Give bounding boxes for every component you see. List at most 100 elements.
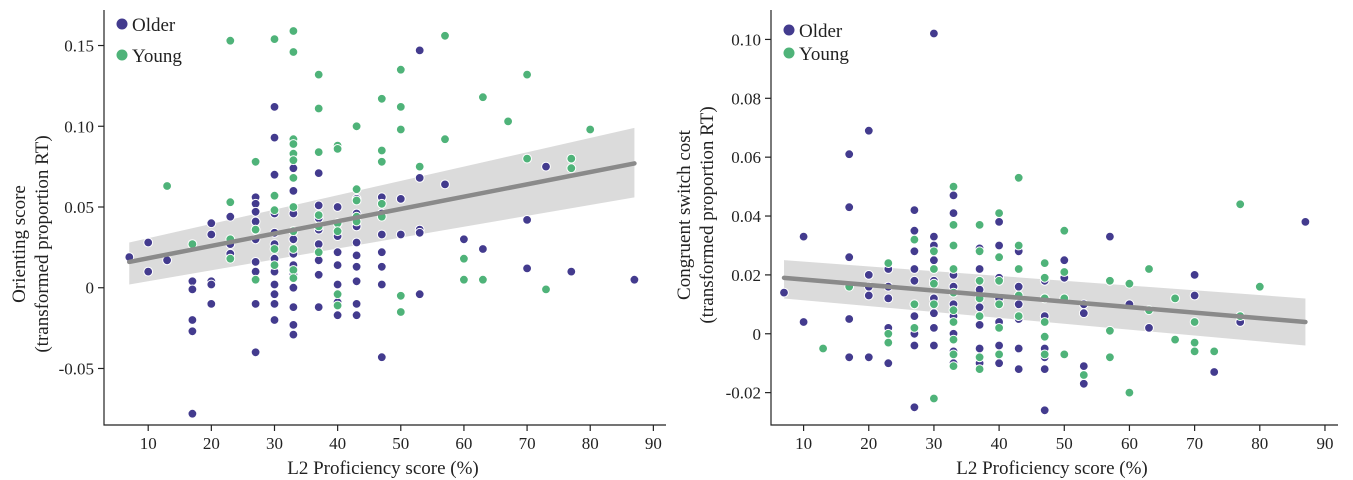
older-point — [909, 402, 920, 413]
young-point — [948, 317, 959, 327]
older-point — [909, 340, 920, 351]
y-tick-label: 0 — [753, 325, 762, 344]
young-point — [1209, 346, 1220, 357]
y-axis-title-line1: Orienting score — [9, 185, 30, 303]
older-point — [909, 225, 920, 236]
older-point — [332, 247, 343, 258]
x-tick-label: 90 — [1316, 434, 1333, 453]
older-point — [269, 299, 280, 309]
older-point — [313, 302, 324, 313]
older-point — [974, 320, 985, 330]
older-point — [798, 317, 809, 327]
young-point — [313, 69, 324, 80]
older-point — [288, 163, 299, 174]
young-point — [1059, 267, 1070, 277]
older-point — [1078, 361, 1089, 372]
older-point — [206, 229, 217, 240]
y-tick-label: 0 — [86, 279, 95, 298]
young-point — [225, 253, 236, 264]
young-point — [1039, 317, 1050, 327]
young-point — [313, 210, 324, 221]
young-point — [994, 323, 1004, 333]
young-point — [974, 364, 985, 375]
regression-line — [127, 161, 637, 265]
young-point — [1059, 225, 1070, 236]
older-point — [250, 266, 261, 277]
y-tick-label: 0.15 — [64, 37, 94, 56]
axis-lines — [103, 10, 666, 426]
older-point — [909, 264, 920, 274]
y-axis-title-line2: (transformed proportion RT) — [697, 106, 718, 323]
older-point — [288, 234, 299, 245]
legend-older-marker — [116, 18, 128, 30]
legend-older-label: Older — [799, 21, 843, 42]
older-point — [909, 205, 920, 216]
young-point — [332, 226, 343, 237]
young-point — [414, 161, 425, 172]
older-point — [459, 234, 469, 245]
young-point — [1059, 349, 1070, 360]
older-point — [332, 260, 343, 271]
young-point — [1013, 172, 1024, 183]
older-point — [883, 358, 894, 369]
older-point — [974, 264, 985, 274]
older-point — [250, 198, 261, 209]
young-point — [1039, 349, 1050, 360]
older-point — [332, 202, 343, 212]
young-point — [522, 153, 532, 164]
young-point — [288, 47, 299, 57]
older-point — [187, 276, 198, 287]
older-point — [440, 179, 450, 190]
young-point — [974, 311, 985, 322]
young-point — [351, 184, 362, 195]
young-point — [269, 205, 280, 216]
young-point — [395, 102, 406, 112]
y-tick-label: 0.10 — [64, 117, 94, 136]
axis-lines — [770, 10, 1338, 426]
young-point — [909, 323, 920, 333]
older-point — [1013, 364, 1024, 375]
older-point — [779, 287, 789, 298]
young-point — [376, 198, 387, 209]
older-point — [948, 208, 959, 219]
young-point — [522, 69, 532, 80]
older-point — [929, 255, 939, 266]
young-point — [395, 124, 406, 135]
older-point — [929, 28, 939, 39]
older-point — [395, 194, 406, 204]
older-point — [1105, 231, 1115, 242]
young-point — [1039, 331, 1050, 342]
older-point — [269, 102, 280, 112]
older-point — [1013, 299, 1024, 310]
older-point — [1013, 343, 1024, 354]
young-point — [1039, 258, 1050, 269]
young-point — [948, 349, 959, 360]
young-point — [313, 147, 324, 158]
young-point — [1105, 352, 1115, 363]
older-point — [909, 246, 920, 257]
orienting-score-chart: 10 20 30 40 50 60 70 80 90 -0.05 0 0.05 0.10 0.15 Ori… — [9, 10, 666, 479]
older-point — [250, 257, 261, 267]
older-point — [994, 217, 1004, 227]
young-point — [1254, 281, 1265, 292]
young-point — [162, 181, 173, 191]
young-point — [929, 246, 939, 257]
young-point — [1013, 240, 1024, 251]
young-point — [1235, 199, 1246, 210]
older-point — [994, 240, 1004, 251]
young-point — [929, 278, 939, 289]
young-point — [478, 92, 488, 103]
young-point — [994, 252, 1004, 263]
young-point — [332, 144, 343, 154]
older-point — [909, 311, 920, 322]
older-point — [541, 161, 551, 172]
young-point — [351, 195, 362, 206]
x-tick-label: 30 — [925, 434, 942, 453]
older-point — [187, 408, 198, 419]
young-point — [974, 246, 985, 257]
older-point — [351, 237, 362, 248]
older-point — [974, 302, 985, 313]
young-point — [250, 274, 261, 285]
young-point — [1124, 387, 1135, 398]
older-point — [1300, 217, 1311, 227]
